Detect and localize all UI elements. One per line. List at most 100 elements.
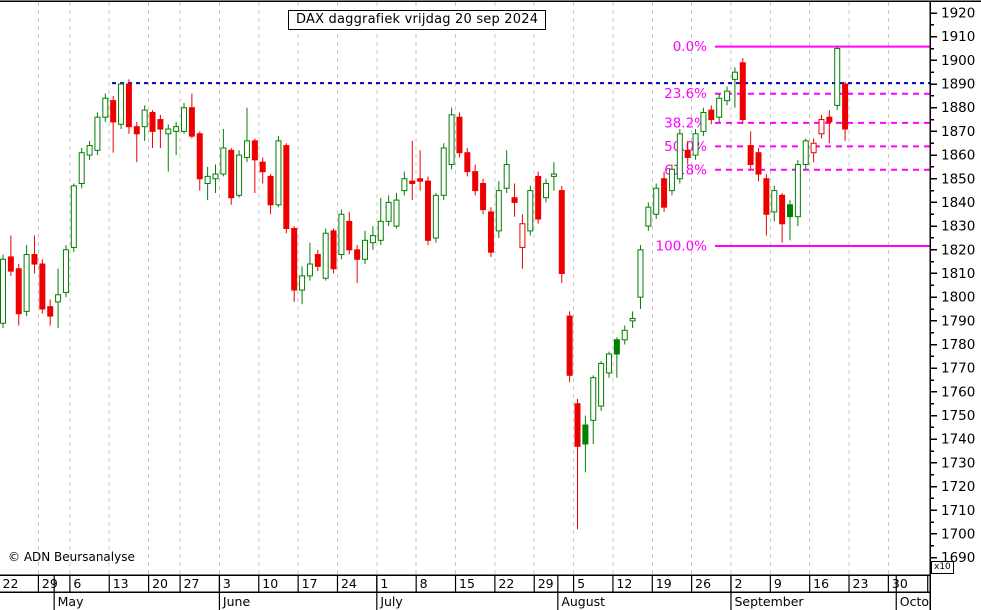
candle <box>0 258 6 324</box>
candle <box>306 263 313 277</box>
svg-text:1880: 1880 <box>941 100 975 116</box>
candle <box>440 147 447 196</box>
candle <box>668 168 675 192</box>
candle <box>236 154 243 196</box>
svg-text:22: 22 <box>3 576 19 591</box>
candle <box>550 173 557 177</box>
svg-text:15: 15 <box>459 576 475 591</box>
svg-text:1830: 1830 <box>941 219 975 235</box>
candle <box>314 254 321 267</box>
svg-text:1820: 1820 <box>941 242 975 258</box>
candle <box>141 109 148 128</box>
candle <box>291 227 298 291</box>
fib-label: 0.0% <box>673 39 707 55</box>
candle <box>417 178 424 182</box>
candle <box>574 403 581 447</box>
svg-text:5: 5 <box>577 576 585 591</box>
svg-text:1750: 1750 <box>941 408 975 424</box>
candle <box>629 317 636 322</box>
candle <box>173 126 180 132</box>
candle <box>826 116 833 123</box>
candle <box>535 175 542 220</box>
svg-text:1760: 1760 <box>941 384 975 400</box>
candle <box>157 119 164 130</box>
candle <box>487 211 494 253</box>
svg-text:September: September <box>734 594 804 609</box>
candle <box>692 133 699 156</box>
candle <box>212 173 219 180</box>
candle <box>495 190 502 232</box>
candle <box>716 97 723 118</box>
candle <box>377 220 384 241</box>
svg-text:May: May <box>58 594 84 609</box>
candle <box>802 140 809 166</box>
copyright-label: © ADN Beursanalyse <box>8 550 135 564</box>
candle <box>31 254 38 265</box>
svg-text:10: 10 <box>262 576 278 591</box>
candle <box>731 71 738 80</box>
candle <box>102 97 109 118</box>
candle <box>511 197 518 203</box>
svg-text:9: 9 <box>774 576 782 591</box>
candle <box>747 145 754 166</box>
candle <box>220 147 227 175</box>
candle <box>432 194 439 239</box>
svg-text:1: 1 <box>380 576 388 591</box>
svg-text:1730: 1730 <box>941 455 975 471</box>
candle <box>724 90 731 102</box>
candle <box>196 133 203 180</box>
candle <box>393 199 400 227</box>
candle <box>621 329 628 341</box>
svg-text:24: 24 <box>341 576 357 591</box>
svg-text:1900: 1900 <box>941 53 975 69</box>
svg-text:1920: 1920 <box>941 6 975 22</box>
svg-text:1810: 1810 <box>941 266 975 282</box>
candle <box>582 424 589 445</box>
candle <box>181 107 188 132</box>
fib-label: 100.0% <box>656 239 708 255</box>
candle <box>598 362 605 407</box>
candle <box>369 235 376 244</box>
candle <box>354 249 361 260</box>
svg-text:2: 2 <box>734 576 742 591</box>
svg-text:1770: 1770 <box>941 361 975 377</box>
candle <box>708 109 715 121</box>
svg-text:26: 26 <box>695 576 711 591</box>
candle <box>590 377 597 421</box>
candle <box>779 194 786 225</box>
svg-text:1870: 1870 <box>941 124 975 140</box>
candle <box>47 306 54 317</box>
candle <box>755 152 762 175</box>
candle <box>787 204 793 218</box>
candle <box>503 164 510 189</box>
svg-text:30: 30 <box>892 576 908 591</box>
fib-label: 23.6% <box>664 86 707 102</box>
candle <box>118 83 125 125</box>
fibonacci-retracement: 0.0%23.6%38.2%50.0%61.8%100.0% <box>656 39 930 255</box>
candle <box>842 83 849 130</box>
candle <box>653 187 660 215</box>
candle <box>684 149 691 158</box>
svg-text:12: 12 <box>616 576 632 591</box>
svg-text:29: 29 <box>42 576 58 591</box>
svg-text:17: 17 <box>302 576 318 591</box>
candle <box>676 133 683 180</box>
candle <box>519 223 526 248</box>
candles <box>0 46 849 530</box>
candle <box>125 83 132 128</box>
svg-text:13: 13 <box>113 576 129 591</box>
candle <box>661 178 668 208</box>
svg-text:June: June <box>222 594 251 609</box>
candle <box>645 206 652 227</box>
candle <box>700 111 707 132</box>
svg-text:1860: 1860 <box>941 148 975 164</box>
candle <box>322 232 329 279</box>
candle <box>133 126 140 135</box>
svg-text:1780: 1780 <box>941 337 975 353</box>
svg-text:22: 22 <box>498 576 514 591</box>
svg-text:Octo: Octo <box>900 594 929 609</box>
fib-label: 38.2% <box>664 115 707 131</box>
svg-text:3: 3 <box>223 576 231 591</box>
candle <box>763 178 770 215</box>
